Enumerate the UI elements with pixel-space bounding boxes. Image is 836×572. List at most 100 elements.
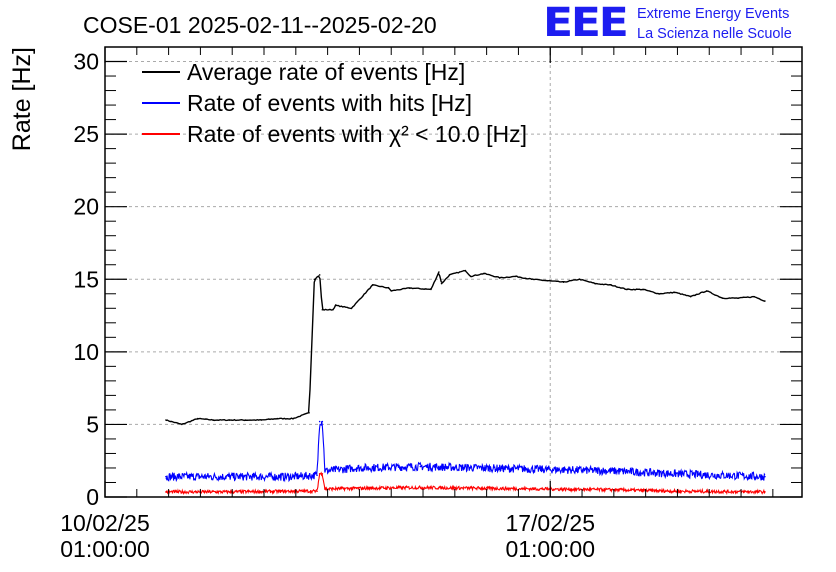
data-point-series-1 [673, 291, 676, 294]
series-line-2 [165, 421, 766, 483]
data-point-series-1 [737, 297, 740, 299]
data-point-series-2 [419, 465, 422, 468]
data-point-series-2 [546, 468, 549, 471]
x-tick-label-time: 01:00:00 [505, 536, 595, 562]
axes: 05101520253010/02/2501:00:0017/02/2501:0… [60, 47, 802, 562]
data-point-series-1 [332, 308, 334, 311]
y-tick-label: 15 [73, 266, 99, 292]
data-point-series-2 [483, 467, 485, 469]
data-point-series-2 [324, 470, 326, 472]
data-point-series-3 [610, 488, 612, 491]
data-point-series-3 [165, 491, 167, 493]
data-point-series-1 [387, 287, 390, 289]
data-point-series-1 [469, 275, 472, 278]
data-point-series-1 [514, 275, 517, 278]
data-point-series-3 [324, 488, 326, 490]
data-point-series-2 [292, 475, 294, 478]
data-point-series-1 [440, 282, 443, 285]
data-point-series-1 [483, 272, 485, 275]
data-point-series-1 [448, 274, 451, 276]
series-line-1 [165, 269, 766, 425]
data-point-series-3 [419, 486, 422, 489]
chart-title: COSE-01 2025-02-11--2025-02-20 [83, 12, 437, 38]
data-point-series-2 [316, 474, 318, 477]
legend: Average rate of events [Hz] Rate of event… [142, 59, 527, 147]
data-point-series-1 [321, 308, 324, 311]
data-point-series-3 [483, 487, 485, 490]
data-point-series-1 [689, 295, 692, 298]
data-point-series-1 [642, 288, 644, 291]
data-point-series-1 [408, 287, 411, 289]
data-point-series-3 [764, 491, 766, 493]
data-point-series-1 [244, 419, 247, 421]
legend-label-3: Rate of events with χ² < 10.0 [Hz] [187, 121, 527, 147]
y-axis-title: Rate [Hz] [8, 47, 36, 151]
data-point-series-3 [316, 490, 318, 492]
eee-logo: EEE Extreme Energy Events La Scienza nel… [543, 2, 792, 46]
data-point-series-2 [318, 420, 321, 423]
y-tick-label: 5 [86, 411, 99, 437]
data-point-series-1 [430, 288, 432, 291]
x-tick-label-date: 10/02/25 [60, 510, 150, 536]
data-point-series-2 [321, 420, 324, 423]
legend-label-1: Average rate of events [Hz] [187, 59, 465, 85]
y-tick-label: 25 [73, 121, 99, 147]
data-point-series-1 [292, 417, 294, 420]
data-point-series-1 [721, 297, 724, 299]
data-point-series-1 [610, 284, 612, 286]
data-point-series-3 [292, 490, 294, 492]
data-point-series-2 [764, 475, 766, 478]
series-group [165, 269, 766, 496]
data-point-series-1 [350, 307, 353, 310]
data-point-series-3 [673, 490, 676, 492]
data-point-series-1 [530, 278, 533, 281]
data-point-series-1 [578, 278, 581, 281]
data-point-series-1 [438, 271, 440, 273]
data-point-series-1 [626, 288, 628, 291]
data-point-series-2 [355, 467, 358, 469]
data-point-series-1 [464, 269, 467, 272]
data-point-series-1 [562, 281, 565, 283]
data-point-series-1 [196, 417, 199, 420]
x-tick-label-date: 17/02/25 [505, 510, 595, 536]
data-point-series-1 [658, 292, 660, 295]
data-point-series-3 [355, 487, 358, 490]
data-point-series-2 [228, 475, 231, 478]
data-point-series-1 [594, 282, 597, 285]
data-point-series-3 [546, 488, 549, 490]
data-point-series-3 [228, 491, 231, 493]
data-point-series-1 [260, 419, 263, 421]
legend-label-2: Rate of events with hits [Hz] [187, 90, 472, 116]
data-point-series-1 [499, 277, 501, 279]
data-point-series-1 [705, 290, 708, 292]
data-point-series-1 [390, 290, 393, 292]
y-tick-label: 30 [73, 49, 99, 75]
y-tick-label: 10 [73, 339, 99, 365]
data-point-series-3 [318, 472, 321, 475]
logo-mark: EEE [543, 0, 629, 46]
data-point-series-1 [228, 419, 231, 421]
data-point-series-1 [313, 278, 316, 281]
data-point-series-1 [371, 284, 374, 286]
data-point-series-1 [546, 279, 549, 282]
logo-line-1: Extreme Energy Events [637, 6, 790, 22]
data-point-series-3 [321, 472, 324, 475]
data-point-series-1 [318, 274, 321, 276]
x-tick-label-time: 01:00:00 [60, 536, 150, 562]
data-point-series-1 [308, 412, 310, 414]
plot-frame [104, 46, 803, 498]
logo-line-2: La Scienza nelle Scuole [637, 26, 792, 42]
data-point-series-2 [673, 472, 676, 475]
data-point-series-1 [753, 295, 756, 298]
data-point-series-1 [165, 419, 167, 421]
y-tick-label: 0 [86, 484, 99, 510]
series-line-3 [165, 471, 766, 496]
logo-text: Extreme Energy Events La Scienza nelle S… [637, 4, 792, 44]
data-point-series-1 [276, 417, 279, 420]
y-tick-label: 20 [73, 194, 99, 220]
data-point-series-1 [212, 419, 215, 421]
data-point-series-1 [764, 300, 766, 302]
data-point-series-2 [165, 475, 167, 478]
data-point-series-2 [610, 470, 612, 472]
